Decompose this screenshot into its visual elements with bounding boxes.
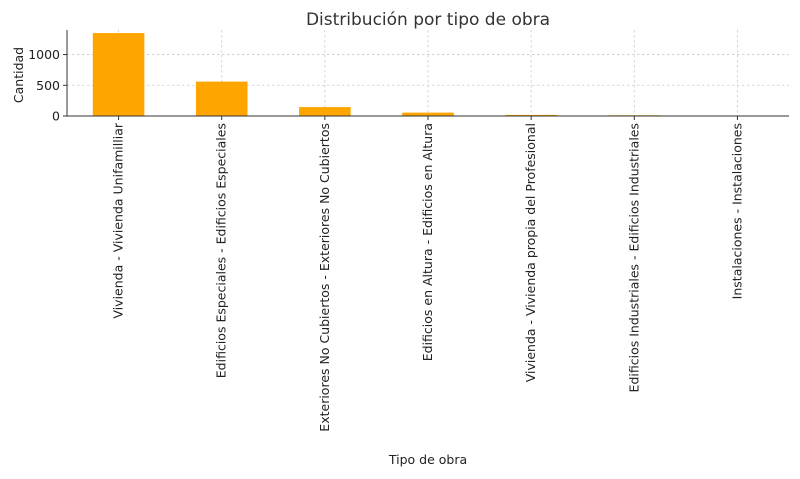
y-tick-label: 0 — [52, 109, 60, 124]
x-tick-label: Edificios en Altura - Edificios en Altur… — [420, 123, 435, 361]
x-tick-label: Edificios Especiales - Edificios Especia… — [214, 123, 229, 378]
y-axis-label: Cantidad — [11, 47, 26, 103]
bar — [402, 112, 454, 116]
x-tick-label: Edificios Industriales - Edificios Indus… — [626, 123, 641, 392]
x-tick-label: Vivienda - Vivienda propia del Profesion… — [523, 123, 538, 382]
axes — [66, 30, 789, 117]
x-tick-label: Instalaciones - Instalaciones — [729, 123, 744, 299]
x-tick-label: Exteriores No Cubiertos - Exteriores No … — [317, 123, 332, 432]
bar — [195, 81, 248, 116]
chart-title: Distribución por tipo de obra — [306, 10, 550, 30]
grid-lines — [67, 30, 789, 117]
x-axis-label: Tipo de obra — [388, 452, 467, 467]
y-tick-labels: 0 500 1000 — [28, 47, 67, 124]
x-tick-label: Vivienda - Vivienda Unifamilliar — [111, 122, 126, 318]
x-tick-labels: Vivienda - Vivienda Unifamilliar Edificio… — [111, 116, 744, 432]
bar — [92, 33, 145, 117]
bar — [299, 107, 351, 116]
y-tick-label: 1000 — [28, 47, 60, 62]
y-tick-label: 500 — [36, 78, 60, 93]
bar — [505, 114, 557, 116]
